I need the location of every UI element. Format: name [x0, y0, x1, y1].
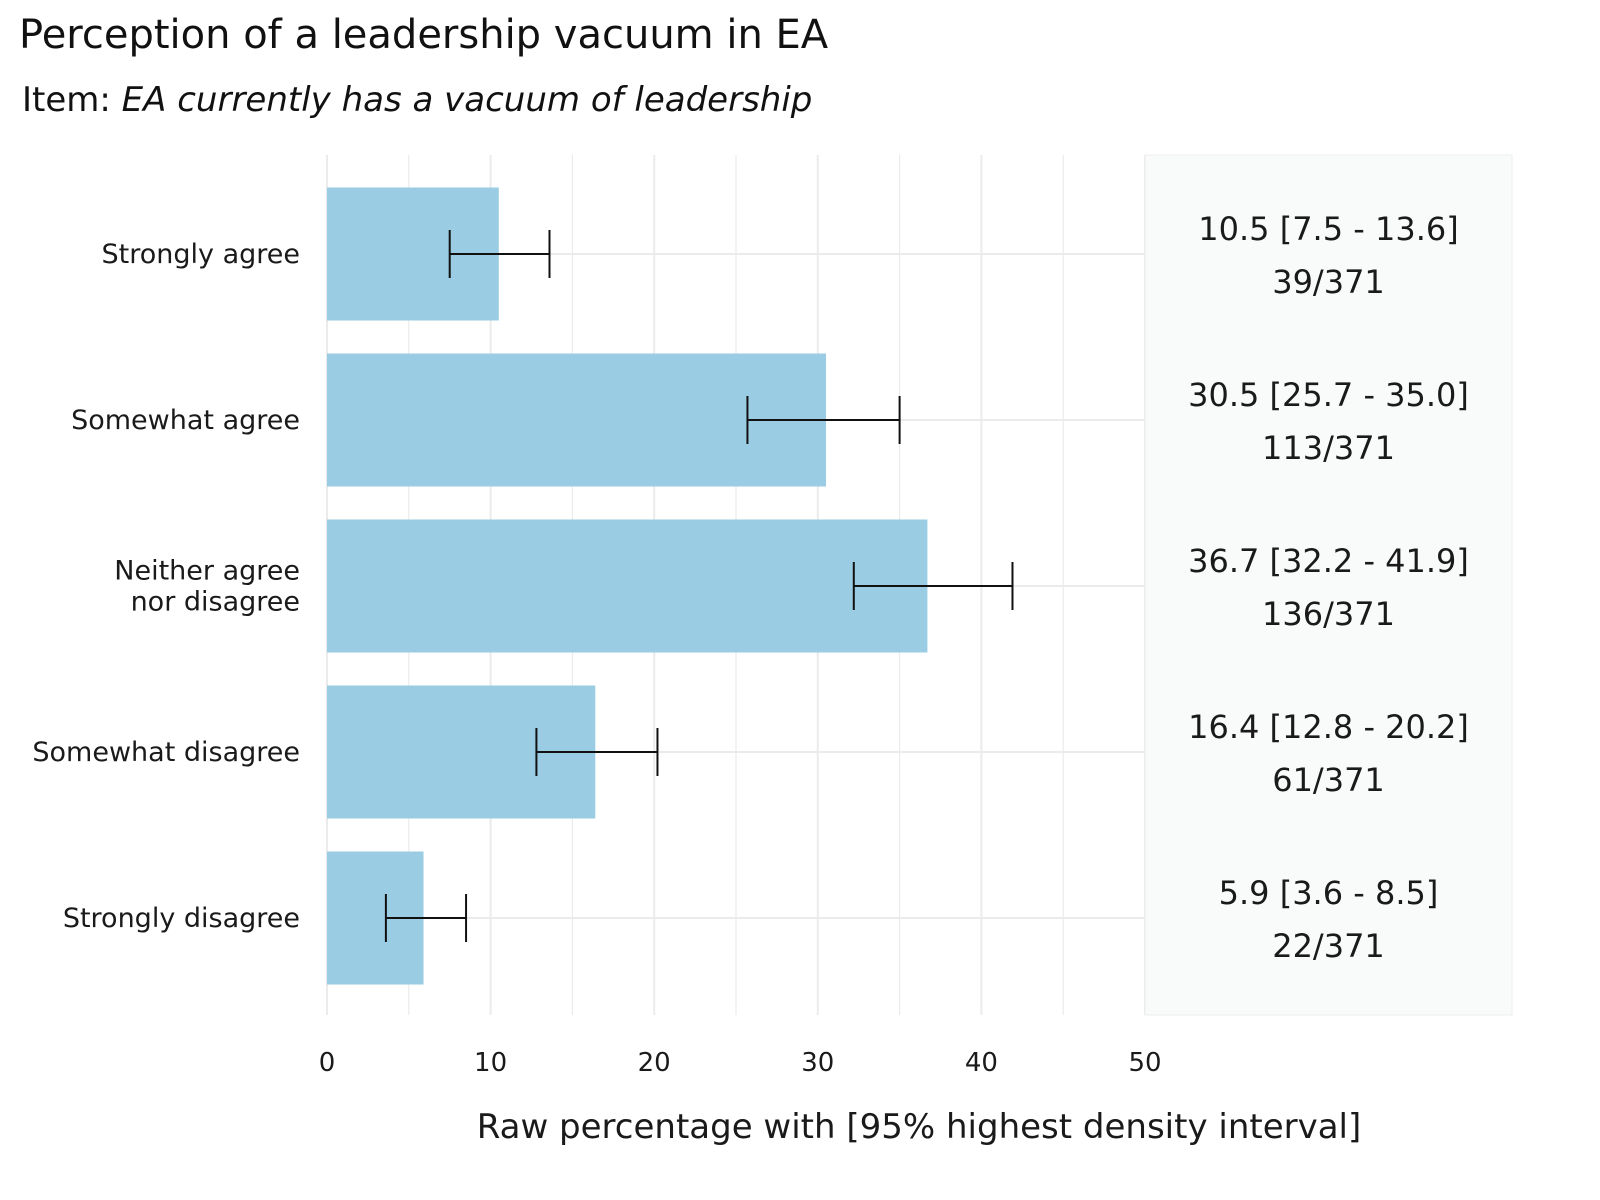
category-label: Strongly disagree [63, 903, 300, 934]
summary-panel-bg [1144, 154, 1513, 1016]
error-bar [384, 894, 468, 942]
chart-title: Perception of a leadership vacuum in EA [19, 12, 829, 58]
x-axis-title: Raw percentage with [95% highest density… [477, 1107, 1362, 1147]
category-label: Somewhat disagree [32, 737, 300, 768]
x-tick-label: 20 [638, 1048, 671, 1078]
error-bar [852, 562, 1014, 610]
subtitle-prefix: Item: [22, 80, 122, 120]
summary-label: 10.5 [7.5 - 13.6] [1198, 210, 1458, 248]
category-label: Strongly agree [102, 239, 300, 270]
count-label: 136/371 [1262, 595, 1395, 633]
count-label: 61/371 [1272, 761, 1385, 799]
x-tick-label: 40 [965, 1048, 998, 1078]
bars [327, 187, 928, 985]
summary-label: 30.5 [25.7 - 35.0] [1188, 376, 1469, 414]
error-bars [384, 230, 1014, 942]
category-label: nor disagree [131, 587, 300, 618]
error-bar [746, 396, 901, 444]
category-label: Somewhat agree [71, 405, 300, 436]
count-label: 113/371 [1262, 429, 1395, 467]
x-tick-label: 50 [1128, 1048, 1161, 1078]
summary-labels: 10.5 [7.5 - 13.6] 39/371 30.5 [25.7 - 35.0… [1188, 210, 1469, 965]
category-labels: Strongly agree Somewhat agree Neither agre… [32, 239, 300, 934]
x-tick-label: 30 [801, 1048, 834, 1078]
error-bar [448, 230, 551, 278]
count-label: 39/371 [1272, 263, 1385, 301]
summary-label: 36.7 [32.2 - 41.9] [1188, 542, 1469, 580]
summary-label: 5.9 [3.6 - 8.5] [1219, 874, 1439, 912]
count-label: 22/371 [1272, 927, 1385, 965]
subtitle-item: EA currently has a vacuum of leadership [121, 80, 813, 120]
summary-panel [1144, 154, 1513, 1016]
bar [327, 353, 826, 487]
chart-subtitle: Item: EA currently has a vacuum of leade… [22, 80, 812, 120]
summary-label: 16.4 [12.8 - 20.2] [1188, 708, 1469, 746]
x-axis-ticks: 0 10 20 30 40 50 [319, 1048, 1162, 1078]
x-tick-label: 0 [319, 1048, 336, 1078]
bar [327, 519, 928, 653]
x-tick-label: 10 [474, 1048, 507, 1078]
error-bar [535, 728, 659, 776]
category-label: Neither agree [114, 556, 300, 587]
